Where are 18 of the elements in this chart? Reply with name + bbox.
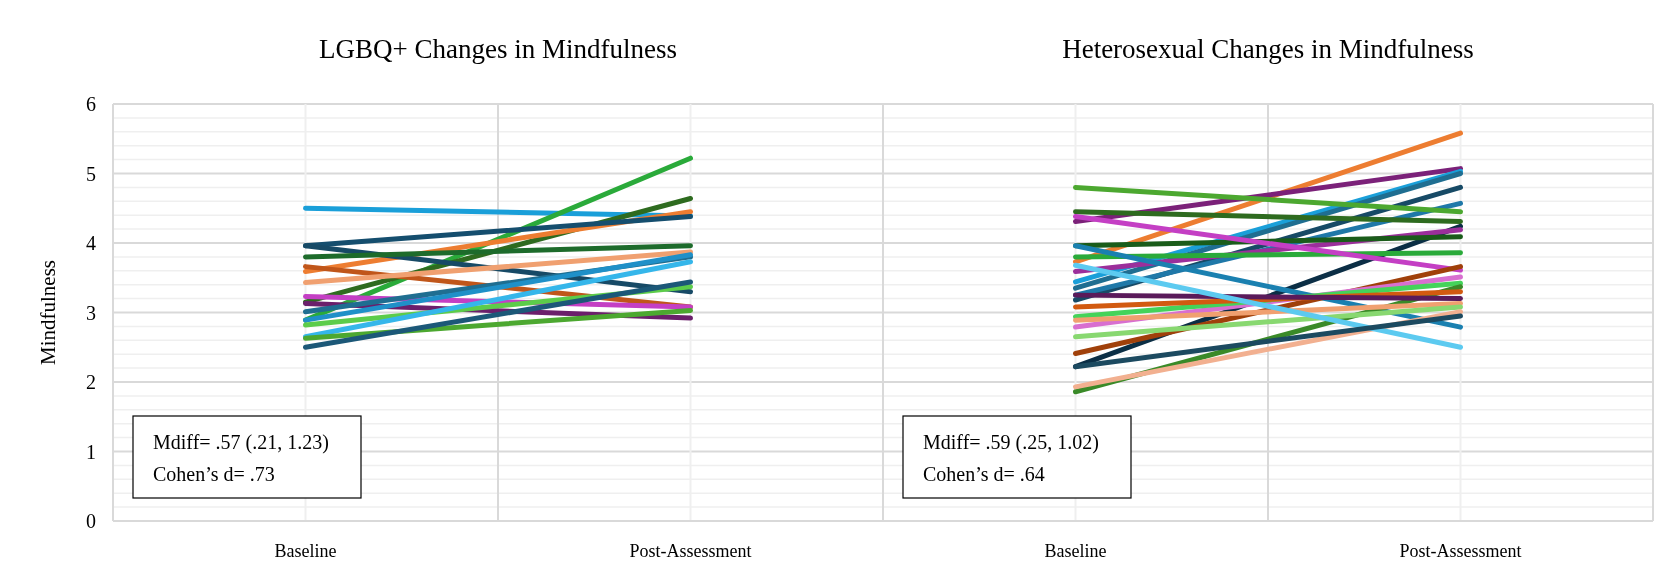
x-tick-label: Baseline — [1044, 541, 1107, 561]
y-tick-label: 4 — [86, 232, 96, 254]
annotation: Cohen’s d= .73 — [153, 463, 275, 485]
chart-title: LGBQ+ Changes in Mindfulness — [319, 34, 677, 64]
y-axis-title: Mindfulness — [36, 260, 60, 365]
x-tick-label: Post-Assessment — [1399, 541, 1522, 561]
chart-title: Heterosexual Changes in Mindfulness — [1062, 34, 1474, 64]
y-tick-label: 0 — [86, 510, 96, 532]
y-tick-label: 3 — [86, 301, 96, 324]
x-tick-label: Baseline — [274, 541, 337, 561]
annotation: Cohen’s d= .64 — [923, 463, 1045, 485]
y-tick-label: 2 — [86, 371, 96, 393]
y-tick-label: 5 — [86, 162, 96, 185]
x-tick-label: Post-Assessment — [629, 541, 752, 561]
y-tick-label: 1 — [86, 440, 96, 463]
y-tick-label: 6 — [86, 93, 96, 115]
annotation: Mdiff= .57 (.21, 1.23) — [153, 431, 329, 454]
annotation: Mdiff= .59 (.25, 1.02) — [923, 431, 1099, 454]
